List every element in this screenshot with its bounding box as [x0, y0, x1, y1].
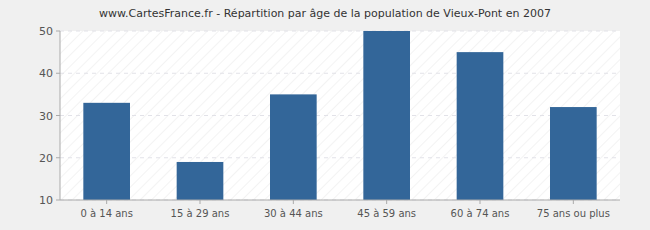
- x-tick-label: 75 ans ou plus: [537, 208, 610, 219]
- y-tick-label: 10: [39, 194, 53, 207]
- y-tick-label: 50: [39, 25, 53, 38]
- bar: [457, 52, 504, 200]
- x-tick: [573, 200, 574, 204]
- grid-line: [60, 200, 620, 201]
- plot-area: [60, 31, 620, 200]
- x-tick: [480, 200, 481, 204]
- grid-line: [60, 157, 620, 158]
- y-tick-label: 30: [39, 110, 53, 123]
- y-tick: [56, 200, 60, 201]
- x-tick-label: 60 à 74 ans: [451, 208, 510, 219]
- bar: [270, 94, 317, 200]
- chart-container: www.CartesFrance.fr - Répartition par âg…: [0, 0, 650, 230]
- x-tick-label: 15 à 29 ans: [171, 208, 230, 219]
- x-tick: [386, 200, 387, 204]
- bars: [83, 31, 596, 200]
- bar: [550, 107, 597, 200]
- x-tick: [106, 200, 107, 204]
- grid-line: [60, 31, 620, 32]
- grid-line: [60, 73, 620, 74]
- y-tick: [56, 157, 60, 158]
- y-tick: [56, 73, 60, 74]
- grid-line: [60, 115, 620, 116]
- y-axis: [60, 31, 61, 200]
- chart: www.CartesFrance.fr - Répartition par âg…: [0, 0, 650, 230]
- x-axis: [60, 200, 620, 201]
- x-tick: [293, 200, 294, 204]
- y-tick: [56, 115, 60, 116]
- y-tick: [56, 31, 60, 32]
- y-tick-label: 40: [39, 67, 53, 80]
- x-tick: [200, 200, 201, 204]
- background: [0, 0, 650, 230]
- x-tick-label: 45 à 59 ans: [357, 208, 416, 219]
- bar: [83, 103, 130, 200]
- title: www.CartesFrance.fr - Répartition par âg…: [99, 7, 551, 20]
- bar: [177, 162, 224, 200]
- x-tick-label: 30 à 44 ans: [264, 208, 323, 219]
- y-tick-label: 20: [39, 152, 53, 165]
- bar: [363, 31, 410, 200]
- x-tick-label: 0 à 14 ans: [80, 208, 132, 219]
